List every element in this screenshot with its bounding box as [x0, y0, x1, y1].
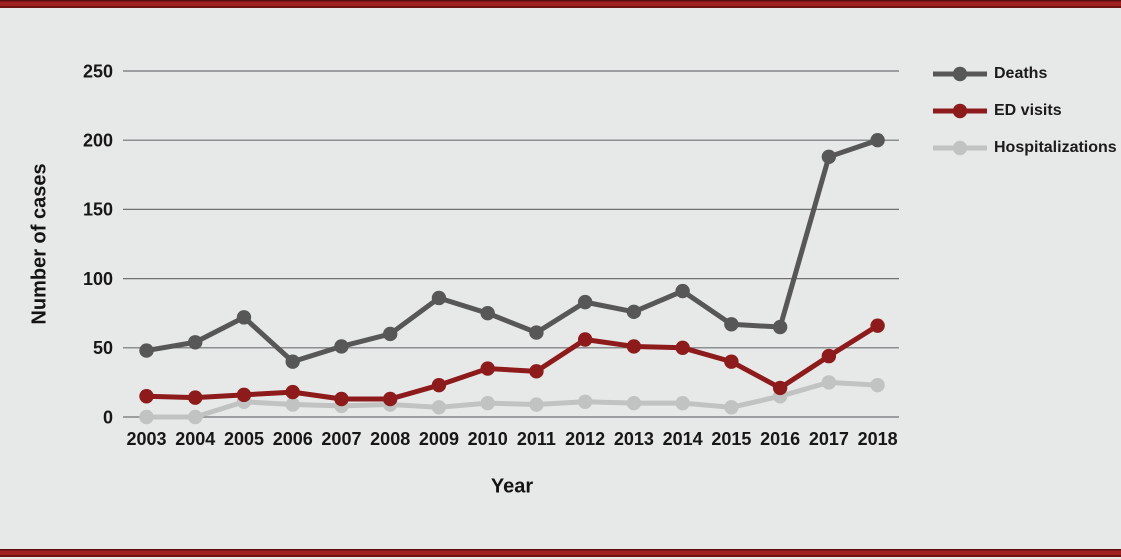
data-point: [334, 391, 349, 407]
data-point: [870, 318, 885, 333]
data-point: [821, 375, 837, 390]
series-line: [144, 323, 881, 402]
legend-swatch-marker: [952, 66, 968, 81]
data-point: [431, 400, 447, 415]
data-point: [724, 400, 739, 415]
data-point: [285, 384, 300, 400]
legend-swatch-marker: [952, 103, 968, 118]
legend-label: ED visits: [994, 101, 1062, 119]
x-tick-label: 2017: [809, 429, 849, 449]
data-point: [285, 397, 300, 412]
data-point: [334, 339, 349, 354]
y-axis-title: Number of cases: [28, 163, 51, 325]
x-tick-label: 2006: [273, 429, 313, 449]
data-point: [431, 290, 447, 306]
y-tick-label: 200: [83, 131, 113, 151]
series-line: [144, 379, 881, 420]
x-tick-label: 2005: [224, 429, 264, 449]
data-point: [529, 397, 544, 412]
data-point: [285, 354, 300, 369]
x-tick-label: 2015: [711, 429, 751, 449]
y-tick-label: 100: [83, 269, 113, 289]
legend-label: Hospitalizations: [994, 138, 1117, 156]
legend-swatch-icon: [933, 140, 987, 155]
data-point: [383, 326, 398, 342]
legend-label: Deaths: [994, 64, 1048, 82]
bottom-accent-bar: [0, 549, 1121, 557]
data-point: [577, 294, 593, 310]
data-point: [529, 364, 544, 379]
data-point: [188, 390, 203, 405]
data-point: [188, 335, 203, 350]
data-point: [236, 310, 252, 325]
x-tick-label: 2011: [517, 429, 556, 449]
top-accent-bar: [0, 0, 1121, 8]
data-point: [821, 348, 837, 364]
x-tick-label: 2009: [419, 429, 459, 449]
data-point: [139, 389, 154, 404]
data-point: [675, 340, 690, 355]
x-tick-label: 2014: [663, 429, 703, 449]
y-tick-label: 150: [83, 200, 113, 220]
data-point: [675, 283, 690, 299]
legend-item-hospitalizations: Hospitalizations: [932, 134, 1117, 161]
data-point: [480, 361, 495, 376]
series-line: [144, 137, 881, 365]
data-point: [870, 377, 885, 393]
data-point: [480, 395, 495, 411]
data-point: [821, 149, 837, 165]
data-point: [724, 317, 739, 332]
data-point: [626, 395, 642, 411]
data-point: [626, 339, 642, 354]
x-tick-label: 2003: [126, 429, 166, 449]
legend-item-ed-visits: ED visits: [932, 97, 1117, 124]
x-tick-label: 2004: [175, 429, 215, 449]
data-point: [577, 332, 593, 347]
legend: Deaths ED visits Hospitalizations: [932, 60, 1117, 161]
x-axis-title: Year: [490, 475, 534, 498]
data-point: [188, 409, 203, 425]
x-tick-label: 2007: [321, 429, 361, 449]
x-tick-label: 2013: [614, 429, 654, 449]
legend-swatch-marker: [952, 140, 968, 155]
data-point: [675, 395, 690, 411]
data-point: [383, 391, 398, 407]
series-ed-visits: [139, 318, 885, 407]
legend-item-deaths: Deaths: [932, 60, 1117, 87]
data-point: [139, 409, 154, 425]
data-point: [139, 343, 154, 358]
x-tick-label: 2012: [565, 429, 605, 449]
data-point: [772, 380, 788, 396]
data-point: [577, 394, 593, 409]
legend-swatch-icon: [933, 66, 987, 81]
x-tick-label: 2018: [858, 429, 898, 449]
data-point: [626, 304, 642, 320]
series-deaths: [139, 133, 885, 369]
x-tick-label: 2016: [760, 429, 800, 449]
y-tick-label: 50: [93, 338, 113, 358]
x-tick-label: 2010: [468, 429, 508, 449]
data-point: [772, 319, 788, 335]
data-point: [870, 133, 885, 148]
data-point: [480, 306, 495, 321]
x-tick-label: 2008: [370, 429, 410, 449]
data-point: [529, 325, 544, 340]
data-point: [724, 354, 739, 369]
data-point: [431, 377, 447, 393]
y-tick-label: 0: [103, 407, 113, 427]
y-tick-label: 250: [83, 61, 113, 81]
data-point: [236, 387, 252, 403]
legend-swatch-icon: [933, 103, 987, 118]
